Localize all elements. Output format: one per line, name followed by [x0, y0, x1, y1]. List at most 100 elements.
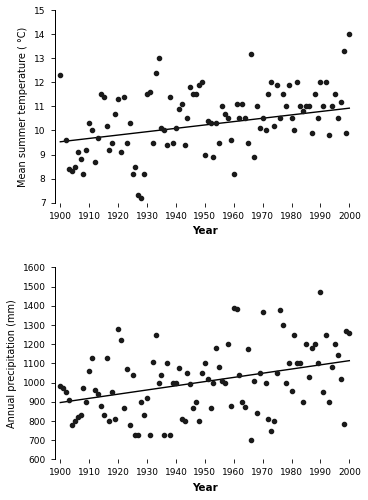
Point — [219, 376, 225, 384]
Point — [182, 141, 188, 149]
Point — [268, 426, 274, 434]
Point — [245, 345, 251, 353]
Point — [243, 114, 248, 122]
Point — [202, 360, 208, 368]
Point — [98, 402, 104, 409]
Point — [69, 421, 75, 429]
Point — [277, 114, 283, 122]
Point — [156, 54, 162, 62]
Point — [173, 378, 179, 386]
Point — [346, 30, 352, 38]
Point — [341, 420, 347, 428]
Point — [216, 138, 222, 146]
Point — [170, 378, 176, 386]
Point — [254, 410, 260, 418]
Point — [332, 340, 338, 348]
Point — [167, 93, 173, 101]
Point — [283, 378, 289, 386]
Point — [179, 415, 185, 423]
Point — [63, 388, 69, 396]
Point — [289, 388, 294, 396]
Point — [72, 162, 78, 170]
Point — [162, 430, 167, 438]
Point — [205, 117, 210, 125]
Point — [89, 354, 95, 362]
Y-axis label: Annual precipitation (mm): Annual precipitation (mm) — [7, 299, 17, 428]
Point — [196, 81, 202, 89]
Point — [159, 124, 164, 132]
Point — [75, 413, 81, 421]
Point — [101, 412, 107, 420]
Point — [184, 114, 190, 122]
Point — [104, 122, 110, 130]
Point — [262, 378, 268, 386]
Point — [86, 367, 92, 375]
Point — [199, 369, 205, 377]
Point — [323, 330, 329, 338]
Point — [193, 398, 199, 406]
Point — [240, 398, 245, 406]
Point — [92, 158, 98, 166]
Point — [251, 376, 257, 384]
Point — [286, 81, 291, 89]
Point — [343, 327, 349, 335]
Point — [153, 69, 159, 77]
Point — [187, 84, 193, 92]
Point — [176, 105, 182, 113]
Point — [81, 384, 86, 392]
Point — [84, 398, 89, 406]
Point — [260, 114, 266, 122]
Point — [144, 90, 150, 98]
Point — [196, 417, 202, 425]
Point — [326, 398, 332, 406]
Point — [318, 78, 323, 86]
Point — [127, 421, 132, 429]
Point — [147, 430, 153, 438]
Point — [153, 330, 159, 338]
Point — [262, 126, 268, 134]
Point — [159, 371, 164, 379]
Point — [309, 129, 315, 137]
Point — [112, 110, 118, 118]
Point — [69, 168, 75, 175]
Point — [78, 412, 84, 420]
Point — [124, 138, 130, 146]
Point — [294, 78, 300, 86]
Point — [219, 102, 225, 110]
Point — [243, 402, 248, 410]
Point — [81, 170, 86, 177]
Point — [228, 402, 234, 409]
Point — [323, 78, 329, 86]
Point — [84, 146, 89, 154]
Point — [60, 384, 66, 392]
Point — [124, 365, 130, 373]
Point — [297, 360, 303, 368]
Point — [271, 417, 277, 425]
Point — [202, 150, 208, 158]
Point — [135, 192, 141, 200]
Point — [335, 351, 341, 359]
Point — [57, 382, 63, 390]
Point — [127, 120, 132, 128]
Point — [144, 394, 150, 402]
Point — [92, 386, 98, 394]
Point — [237, 371, 243, 379]
Point — [257, 369, 263, 377]
Point — [187, 380, 193, 388]
Point — [182, 417, 188, 425]
Point — [309, 344, 315, 352]
Point — [176, 364, 182, 372]
X-axis label: Year: Year — [192, 226, 218, 236]
X-axis label: Year: Year — [192, 483, 218, 493]
Point — [109, 388, 115, 396]
Point — [89, 126, 95, 134]
Point — [237, 114, 243, 122]
Point — [141, 170, 147, 177]
Point — [240, 100, 245, 108]
Point — [225, 114, 231, 122]
Point — [228, 136, 234, 144]
Point — [213, 344, 219, 352]
Y-axis label: Mean summer temperature ( °C): Mean summer temperature ( °C) — [18, 26, 28, 186]
Point — [277, 306, 283, 314]
Point — [121, 93, 127, 101]
